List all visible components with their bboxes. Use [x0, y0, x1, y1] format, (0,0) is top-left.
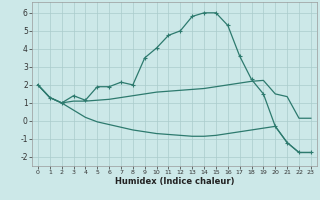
X-axis label: Humidex (Indice chaleur): Humidex (Indice chaleur): [115, 177, 234, 186]
